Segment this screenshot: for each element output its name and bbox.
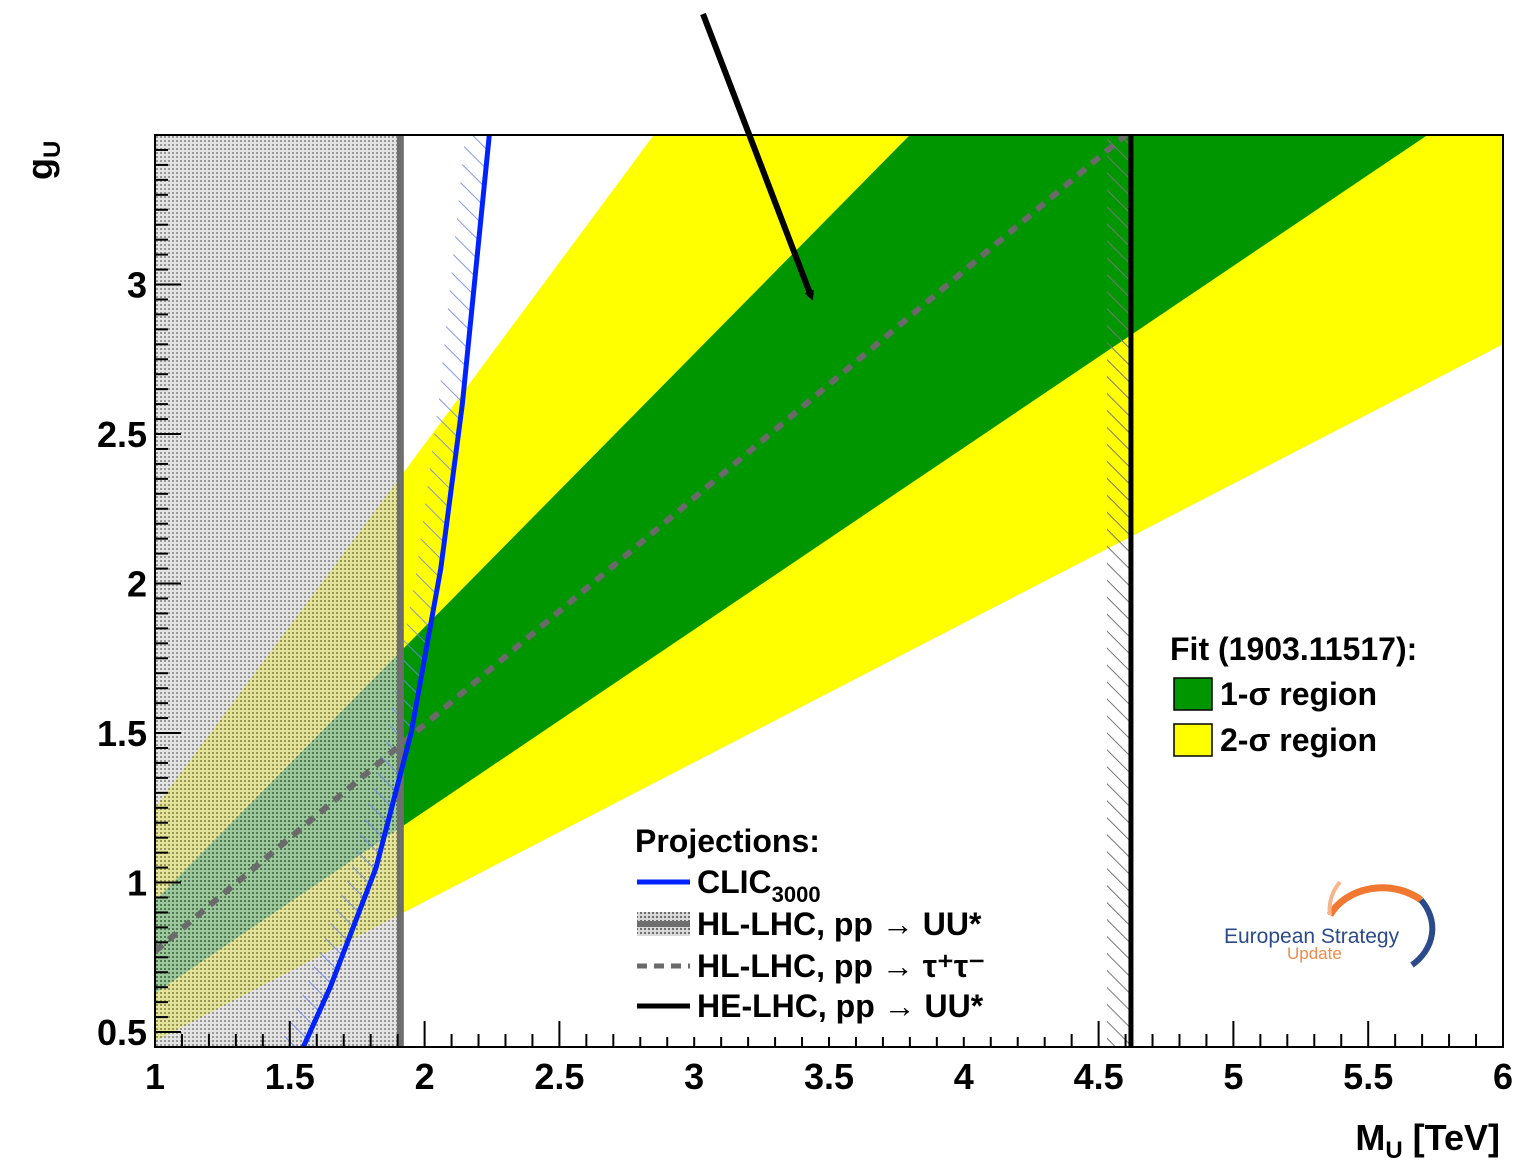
x-axis-title: MU [TeV] bbox=[1355, 1117, 1500, 1163]
legend-label-2sigma: 2-σ region bbox=[1220, 722, 1377, 758]
x-axis: 1 1.5 2 2.5 3 3.5 4 4.5 5 5.5 6 bbox=[145, 1021, 1513, 1097]
x-tick-label: 2.5 bbox=[534, 1056, 584, 1097]
y-tick-label: 3 bbox=[127, 265, 147, 306]
x-tick-label: 3 bbox=[684, 1056, 704, 1097]
y-tick-label: 2 bbox=[127, 564, 147, 605]
hl-lhc-uu-excluded-region bbox=[155, 135, 401, 1047]
projections-legend: Projections: CLIC3000 HL-LHC, pp → UU* H… bbox=[620, 812, 1050, 1037]
legend-label-hl-uu: HL-LHC, pp → UU* bbox=[697, 906, 982, 942]
x-tick-label: 6 bbox=[1493, 1056, 1513, 1097]
logo-subtext: Update bbox=[1287, 944, 1342, 963]
x-tick-label: 4.5 bbox=[1074, 1056, 1124, 1097]
hl-lhc-tautau-line bbox=[155, 135, 1128, 954]
legend-swatch-1sigma bbox=[1173, 677, 1213, 711]
fit-legend: Fit (1903.11517): 1-σ region 2-σ region bbox=[1170, 631, 1417, 758]
y-tick-label: 0.5 bbox=[97, 1012, 147, 1053]
x-tick-label: 5.5 bbox=[1343, 1056, 1393, 1097]
x-tick-label: 1 bbox=[145, 1056, 165, 1097]
y-tick-label: 2.5 bbox=[97, 414, 147, 455]
legend-label-he-uu: HE-LHC, pp → UU* bbox=[697, 988, 984, 1024]
legend-swatch-2sigma bbox=[1173, 723, 1213, 757]
legend-label-1sigma: 1-σ region bbox=[1220, 676, 1377, 712]
clic-hatch bbox=[279, 135, 490, 1047]
y-tick-label: 1.5 bbox=[97, 713, 147, 754]
two-sigma-band bbox=[155, 135, 1503, 1042]
european-strategy-logo: European Strategy Update bbox=[1224, 880, 1436, 968]
x-tick-label: 3.5 bbox=[804, 1056, 854, 1097]
x-tick-label: 5 bbox=[1223, 1056, 1243, 1097]
logo-text: European Strategy bbox=[1224, 925, 1400, 948]
fit-legend-title: Fit (1903.11517): bbox=[1170, 631, 1417, 667]
projections-legend-title: Projections: bbox=[635, 823, 820, 859]
x-tick-label: 1.5 bbox=[265, 1056, 315, 1097]
annotation-arrow bbox=[700, 12, 814, 301]
y-axis: 0.5 1 1.5 2 2.5 3 bbox=[97, 148, 181, 1053]
clic-3000-line bbox=[301, 135, 492, 1047]
legend-label-hl-tautau: HL-LHC, pp → τ⁺τ⁻ bbox=[697, 948, 985, 984]
legend-label-clic: CLIC3000 bbox=[697, 864, 821, 907]
x-tick-label: 4 bbox=[954, 1056, 974, 1097]
y-axis-title: gU bbox=[19, 141, 66, 180]
he-lhc-hatch bbox=[1106, 135, 1131, 1047]
y-tick-label: 1 bbox=[127, 863, 147, 904]
x-tick-label: 2 bbox=[415, 1056, 435, 1097]
